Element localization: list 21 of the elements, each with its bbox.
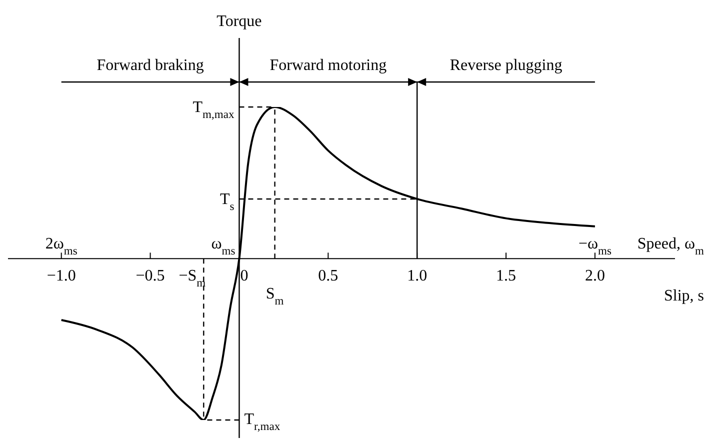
x-tick-label: 1.0 [407,268,428,285]
x-tick-label: 0.5 [318,268,338,285]
ref-line-label: −S$_{m}$ [178,268,206,290]
ref-line-label: T$_{m,max}$ [192,99,234,121]
x-tick-label: 0 [240,268,248,285]
x-tick-label: −1.0 [46,268,76,285]
annotation: ω$_{ms}$ [211,236,236,258]
ref-line-label: T$_{s}$ [220,190,235,213]
x-axis-title: Slip, s [664,288,704,305]
x-tick-label: 2.0 [584,268,605,285]
y-axis-title: Torque [216,13,262,30]
x-tick-label: −0.5 [136,268,165,285]
annotation: −ω$_{ms}$ [578,236,612,258]
ref-line-label: T$_{r,max}$ [244,411,280,433]
text: Forward braking [96,57,204,74]
annotation: Speed, ω$_{m}$ [637,236,704,258]
ref-line-label: S$_{m}$ [266,286,284,308]
x-tick-label: 1.5 [496,268,516,285]
text: Forward motoring [270,57,387,74]
text: Reverse plugging [450,57,562,74]
annotation: 2ω$_{ms}$ [45,236,78,258]
